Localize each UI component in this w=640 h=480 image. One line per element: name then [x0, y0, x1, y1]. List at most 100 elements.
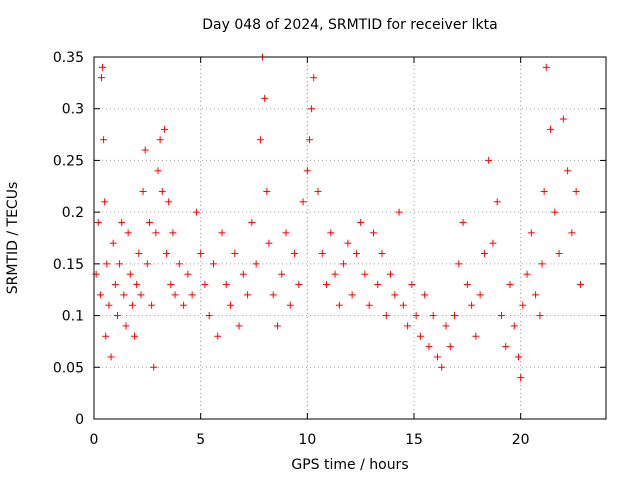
data-point	[107, 353, 115, 361]
data-point	[485, 156, 493, 164]
data-point	[256, 136, 264, 144]
data-point	[408, 281, 416, 289]
data-point	[295, 281, 303, 289]
data-point	[502, 343, 510, 351]
data-point	[532, 291, 540, 299]
data-point	[412, 312, 420, 320]
data-point	[150, 363, 158, 371]
y-tick-label: 0.15	[53, 257, 84, 273]
x-tick-label: 20	[512, 432, 530, 448]
data-point	[331, 270, 339, 278]
data-point	[218, 229, 226, 237]
data-point	[416, 332, 424, 340]
grid-lines	[94, 57, 606, 419]
data-point	[139, 187, 147, 195]
plot-frame	[93, 56, 607, 420]
data-point	[244, 291, 252, 299]
data-point	[188, 291, 196, 299]
data-point	[94, 218, 102, 226]
data-point	[340, 260, 348, 268]
data-point	[113, 312, 121, 320]
data-point	[165, 198, 173, 206]
data-point	[131, 332, 139, 340]
data-point	[128, 301, 136, 309]
data-point	[227, 301, 235, 309]
data-point	[451, 312, 459, 320]
y-tick-label: 0.25	[53, 153, 84, 169]
data-point	[205, 312, 213, 320]
data-point	[442, 322, 450, 330]
data-point	[361, 270, 369, 278]
data-point	[497, 312, 505, 320]
y-tick-label: 0	[75, 412, 84, 428]
y-tick-label: 0.35	[53, 50, 84, 66]
chart-title: Day 048 of 2024, SRMTID for receiver lkt…	[202, 17, 498, 33]
data-point	[527, 229, 535, 237]
data-point	[365, 301, 373, 309]
data-point	[310, 74, 318, 82]
data-point	[515, 353, 523, 361]
data-point	[463, 281, 471, 289]
data-point	[476, 291, 484, 299]
data-point	[156, 136, 164, 144]
data-point	[378, 250, 386, 258]
data-point	[303, 167, 311, 175]
data-point	[506, 281, 514, 289]
data-point	[137, 291, 145, 299]
data-point	[555, 250, 563, 258]
data-point	[201, 281, 209, 289]
data-point	[154, 167, 162, 175]
data-point	[455, 260, 463, 268]
data-point	[152, 229, 160, 237]
data-point	[124, 229, 132, 237]
y-tick-label: 0.1	[62, 309, 84, 325]
data-point	[299, 198, 307, 206]
data-point	[344, 239, 352, 247]
data-point	[158, 187, 166, 195]
data-point	[404, 322, 412, 330]
data-point	[145, 218, 153, 226]
axis-ticks: 0 0.05 0.1 0.15 0.2 0.25 0.3 0.35 0 5 10 15 20	[53, 50, 606, 448]
data-point	[517, 374, 525, 382]
data-point	[446, 343, 454, 351]
data-point	[192, 208, 200, 216]
y-tick-label: 0.2	[62, 205, 84, 221]
data-point	[118, 218, 126, 226]
x-tick-label: 0	[90, 432, 99, 448]
data-point	[122, 322, 130, 330]
data-point	[429, 312, 437, 320]
data-point	[291, 250, 299, 258]
data-point	[489, 239, 497, 247]
data-point	[421, 291, 429, 299]
data-point	[197, 250, 205, 258]
data-point	[231, 250, 239, 258]
data-point	[399, 301, 407, 309]
data-point	[327, 229, 335, 237]
data-point	[184, 270, 192, 278]
data-point	[480, 250, 488, 258]
data-point	[523, 270, 531, 278]
data-point	[278, 270, 286, 278]
data-point	[209, 260, 217, 268]
data-point	[305, 136, 313, 144]
y-tick-label: 0.05	[53, 360, 84, 376]
data-point	[269, 291, 277, 299]
data-point	[551, 208, 559, 216]
data-point	[510, 322, 518, 330]
data-point	[143, 260, 151, 268]
data-point	[308, 105, 316, 113]
x-tick-label: 15	[405, 432, 423, 448]
data-point	[169, 229, 177, 237]
data-point	[97, 74, 105, 82]
data-point	[425, 343, 433, 351]
data-point	[109, 239, 117, 247]
data-point	[438, 363, 446, 371]
data-point	[433, 353, 441, 361]
data-point	[105, 301, 113, 309]
x-tick-label: 5	[196, 432, 205, 448]
data-point	[167, 281, 175, 289]
y-tick-label: 0.3	[62, 102, 84, 118]
data-point	[141, 146, 149, 154]
data-point	[222, 281, 230, 289]
